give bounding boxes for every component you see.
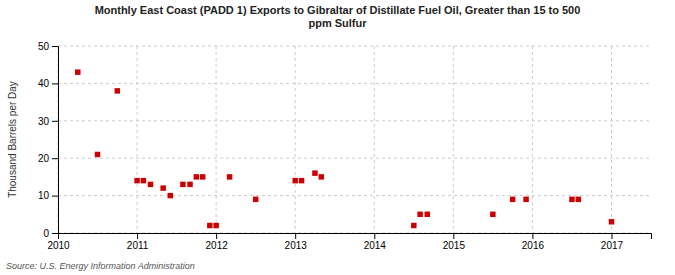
grid-line-y xyxy=(58,158,651,159)
grid-line-x xyxy=(374,46,375,233)
x-axis: 2010 2011 2012 2013 2014 2015 2016 2017 xyxy=(47,233,651,251)
point xyxy=(312,170,317,175)
point xyxy=(213,223,218,228)
title-line: Monthly East Coast (PADD 1) Exports to G… xyxy=(95,4,581,16)
x-axis-tick-mark xyxy=(532,233,533,239)
y-axis-tick: 40 xyxy=(38,78,58,89)
y-axis-tick: 0 xyxy=(43,228,58,239)
x-axis-tick-label: 2011 xyxy=(127,240,149,251)
point xyxy=(425,212,430,217)
x-axis-tick-label: 2017 xyxy=(601,240,624,251)
point xyxy=(141,178,146,183)
x-axis-tick: 2011 xyxy=(127,233,149,251)
grid xyxy=(58,46,651,233)
y-axis-tick-label: 50 xyxy=(38,41,50,52)
point xyxy=(490,212,495,217)
y-axis-tick: 10 xyxy=(38,190,58,201)
point xyxy=(299,178,304,183)
y-axis-tick-mark xyxy=(52,158,58,159)
x-axis-tick-label: 2013 xyxy=(285,240,308,251)
y-axis-tick-label: 30 xyxy=(38,116,50,127)
x-axis-tick-label: 2014 xyxy=(364,240,387,251)
grid-line-y xyxy=(58,195,651,196)
x-axis-tick-label: 2015 xyxy=(443,240,466,251)
grid-line-y xyxy=(58,83,651,84)
chart: Monthly East Coast (PADD 1) Exports to G… xyxy=(0,0,675,275)
x-axis-tick-mark xyxy=(295,233,296,239)
x-axis-tick-label: 2016 xyxy=(522,240,545,251)
grid-line-x xyxy=(611,46,612,233)
x-axis-tick: 2010 xyxy=(47,233,70,251)
point xyxy=(227,174,232,179)
point xyxy=(95,152,100,157)
title-line: ppm Sulfur xyxy=(308,17,367,29)
y-axis: 0 10 20 30 40 50 xyxy=(38,41,59,239)
grid-line-y xyxy=(58,46,651,47)
point xyxy=(180,182,185,187)
point xyxy=(523,197,528,202)
point xyxy=(417,212,422,217)
y-axis-tick-label: 40 xyxy=(38,78,50,89)
y-axis-title: Thousand Barrels per Day xyxy=(7,81,18,198)
y-axis-tick-mark xyxy=(52,196,58,197)
point xyxy=(411,223,416,228)
x-axis-tick: 2014 xyxy=(364,233,387,251)
point xyxy=(253,197,258,202)
point xyxy=(160,185,165,190)
point xyxy=(187,182,192,187)
x-axis-line xyxy=(59,234,652,240)
x-axis-tick-mark xyxy=(137,233,138,239)
x-axis-tick: 2016 xyxy=(522,233,545,251)
x-axis-tick: 2017 xyxy=(601,233,624,251)
x-axis-tick-mark xyxy=(453,233,454,239)
point xyxy=(207,223,212,228)
x-axis-tick-mark xyxy=(216,233,217,239)
grid-line-x xyxy=(453,46,454,233)
x-axis-tick: 2015 xyxy=(443,233,466,251)
point xyxy=(609,219,614,224)
source-note: Source: U.S. Energy Information Administ… xyxy=(6,261,195,271)
point xyxy=(200,174,205,179)
y-axis-tick-label: 10 xyxy=(38,190,50,201)
y-axis-tick-label: 20 xyxy=(38,153,50,164)
grid-line-x xyxy=(216,46,217,233)
x-axis-tick: 2012 xyxy=(206,233,229,251)
plot-area: 2010 2011 2012 2013 2014 2015 2016 2017 0 10 20 30 4… xyxy=(38,41,652,251)
y-axis-line xyxy=(52,47,59,234)
point xyxy=(510,197,515,202)
y-axis-tick: 20 xyxy=(38,153,58,164)
grid-line-y xyxy=(58,120,651,121)
point xyxy=(115,88,120,93)
grid-line-x xyxy=(137,46,138,233)
grid-line-x xyxy=(532,46,533,233)
y-axis-tick-mark xyxy=(52,121,58,122)
title: Monthly East Coast (PADD 1) Exports to G… xyxy=(95,4,581,29)
point xyxy=(319,174,324,179)
point xyxy=(194,174,199,179)
y-axis-tick-mark xyxy=(52,46,58,47)
y-axis-tick: 30 xyxy=(38,116,58,127)
points xyxy=(75,69,614,228)
point xyxy=(569,197,574,202)
y-axis-tick-mark xyxy=(52,83,58,84)
x-axis-tick-label: 2012 xyxy=(206,240,229,251)
x-axis-tick: 2013 xyxy=(285,233,308,251)
point xyxy=(576,197,581,202)
y-axis-tick-mark xyxy=(52,233,58,234)
y-axis-tick: 50 xyxy=(38,41,58,52)
x-axis-tick-mark xyxy=(611,233,612,239)
point xyxy=(75,69,80,74)
grid-line-x xyxy=(295,46,296,233)
point xyxy=(292,178,297,183)
x-axis-tick-label: 2010 xyxy=(47,240,70,251)
x-axis-tick-mark xyxy=(374,233,375,239)
point xyxy=(148,182,153,187)
y-axis-tick-label: 0 xyxy=(43,228,49,239)
point xyxy=(168,193,173,198)
point xyxy=(134,178,139,183)
